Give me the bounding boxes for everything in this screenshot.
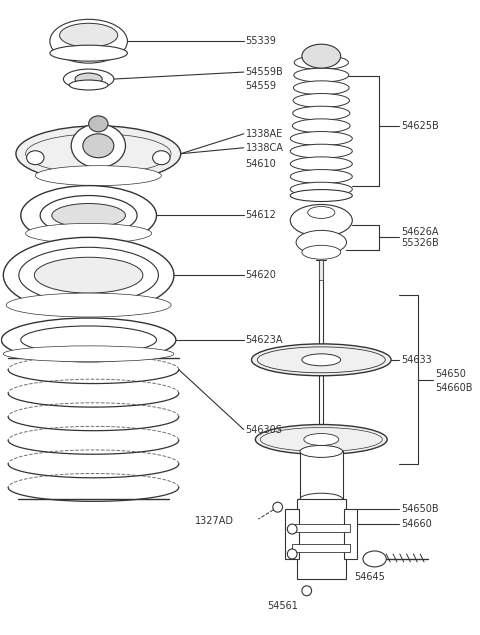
Ellipse shape [3,346,174,362]
Circle shape [273,502,283,512]
Ellipse shape [290,131,352,145]
Text: 54645: 54645 [354,572,385,582]
Ellipse shape [294,68,349,82]
Text: 54625B: 54625B [401,121,439,131]
Ellipse shape [300,445,343,457]
Ellipse shape [60,23,118,47]
Ellipse shape [290,182,352,196]
Ellipse shape [21,326,156,354]
Ellipse shape [52,203,125,227]
Bar [319,260,323,280]
Text: 54660B: 54660B [435,383,472,392]
Text: 54650: 54650 [435,369,466,378]
Text: 54612: 54612 [246,210,276,220]
Ellipse shape [290,190,352,201]
Ellipse shape [3,237,174,313]
Bar [344,509,357,559]
Ellipse shape [296,231,347,254]
Ellipse shape [255,425,387,455]
Text: 54623A: 54623A [246,335,283,345]
Bar [300,451,343,499]
Bar [286,509,299,559]
Ellipse shape [71,124,125,168]
Ellipse shape [21,185,156,245]
Ellipse shape [290,157,352,171]
Ellipse shape [153,150,170,164]
Ellipse shape [294,55,348,69]
Ellipse shape [89,116,108,132]
Text: 1338AE: 1338AE [246,129,283,139]
Ellipse shape [16,126,181,182]
Ellipse shape [302,44,341,68]
Ellipse shape [25,224,152,243]
Ellipse shape [1,318,176,362]
Text: 54561: 54561 [267,601,298,611]
Text: 54559: 54559 [246,81,276,91]
Text: 54650B: 54650B [401,504,438,514]
Ellipse shape [300,493,343,505]
Ellipse shape [292,119,350,133]
Circle shape [302,586,312,596]
Text: 1338CA: 1338CA [246,143,284,153]
Circle shape [288,549,297,559]
Ellipse shape [36,166,161,185]
Text: 54660: 54660 [401,519,432,529]
Text: 54620: 54620 [246,270,276,280]
Ellipse shape [290,170,352,184]
Ellipse shape [302,354,341,366]
Text: 54630S: 54630S [246,425,283,434]
Text: 55339: 55339 [246,36,276,46]
Ellipse shape [293,81,349,95]
Ellipse shape [40,196,137,236]
Ellipse shape [293,93,349,107]
Text: 54610: 54610 [246,159,276,169]
Text: 54626A: 54626A [401,227,438,237]
Bar [292,524,350,532]
Ellipse shape [19,247,158,303]
Ellipse shape [63,69,114,89]
Ellipse shape [290,144,352,158]
Ellipse shape [75,73,102,85]
Ellipse shape [35,257,143,293]
Bar [292,544,350,552]
Text: 54559B: 54559B [246,67,283,77]
Ellipse shape [302,245,341,259]
Ellipse shape [304,434,339,445]
Text: 55326B: 55326B [401,238,439,248]
Ellipse shape [69,80,108,90]
Ellipse shape [83,134,114,157]
Ellipse shape [6,293,171,317]
Ellipse shape [363,551,386,567]
Text: 1327AD: 1327AD [195,516,234,526]
Text: 54633: 54633 [401,355,432,365]
Ellipse shape [252,344,391,376]
Circle shape [288,524,297,534]
Ellipse shape [26,150,44,164]
Ellipse shape [293,106,350,120]
Ellipse shape [50,19,127,63]
Bar [297,499,346,579]
Ellipse shape [290,204,352,236]
Ellipse shape [50,45,127,61]
